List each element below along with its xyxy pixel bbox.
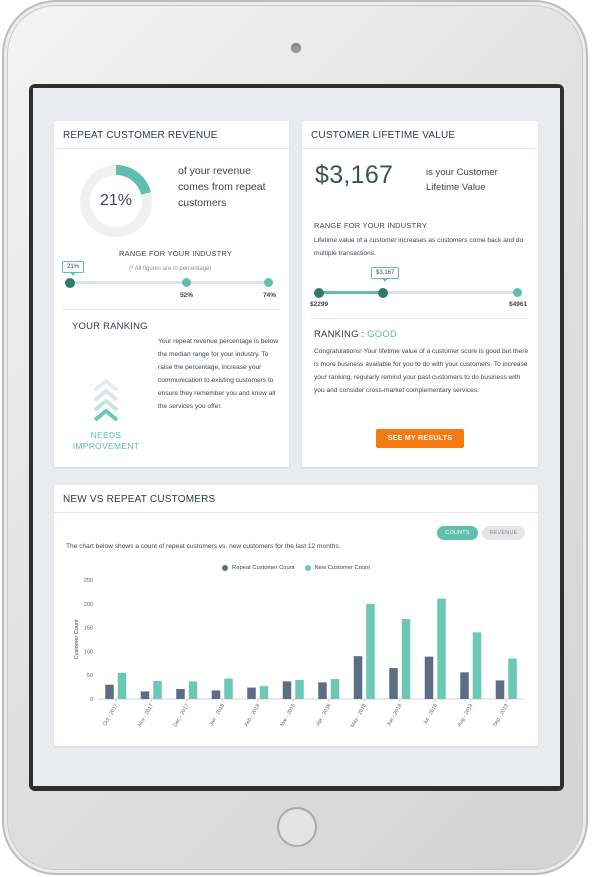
x-tick-label: Feb - 2018 [244,703,262,728]
x-tick-label: May - 2018 [350,703,368,729]
divider [311,318,528,319]
ranking-heading: YOUR RANKING [72,321,148,332]
y-tick-label: 50 [87,673,93,679]
bar-new [259,686,269,699]
bar-new [508,658,517,699]
chevrons-up-icon [93,378,119,422]
revenue-toggle[interactable]: REVENUE [482,526,525,540]
legend-item-new[interactable]: New Customer Count [304,565,370,571]
clv-ranking-heading: RANKING : GOOD [314,329,397,340]
y-tick-label: 150 [84,626,93,632]
range-high-label: 74% [263,292,277,299]
clv-amount: $3,167 [315,161,394,189]
ranking-status: NEEDS IMPROVEMENT [72,430,140,451]
x-tick-label: Aug - 2018 [457,703,475,728]
bar-repeat [460,672,469,699]
home-button[interactable] [277,807,317,847]
bar-repeat [211,690,221,699]
range-high-dot [264,278,273,287]
ranking-prefix: RANKING : [314,329,368,340]
y-tick-label: 0 [90,697,93,703]
bar-new [153,680,162,699]
clv-range-track [318,291,518,294]
range-marker-bubble: 21% [62,261,85,276]
bar-new [437,598,446,699]
bar-repeat [282,681,292,699]
clv-description: is your Customer Lifetime Value [426,167,498,193]
bar-chart: Customer Count 0 50 100 150 200 250 Oct - 2017 N… [74,578,524,729]
bar-new [295,679,304,699]
clv-min-label: $2299 [310,301,329,308]
see-my-results-button[interactable]: SEE MY RESULTS [376,429,464,448]
divider [63,309,280,310]
bar-repeat [389,668,398,699]
clv-range-fill [318,291,384,294]
x-tick-label: Nov - 2017 [137,703,155,728]
y-tick-label: 250 [84,578,93,584]
clv-card: CUSTOMER LIFETIME VALUE $3,167 is your C… [302,121,538,467]
camera-icon [291,43,301,53]
bar-repeat [318,682,327,699]
new-vs-repeat-card: NEW VS REPEAT CUSTOMERS COUNTS REVENUE T… [54,485,538,746]
clv-min-dot [314,288,324,298]
y-tick-label: 200 [84,602,93,608]
x-tick-label: Apr - 2018 [315,703,332,727]
range-heading: RANGE FOR YOUR INDUSTRY [314,221,428,230]
bar-repeat [247,687,256,699]
range-marker-dot [65,278,75,288]
x-tick-label: Oct - 2017 [102,703,119,727]
x-tick-label: Sep - 2018 [492,703,510,728]
bar-new [401,619,411,699]
repeat-revenue-card: REPEAT CUSTOMER REVENUE 21% of your reve… [54,121,289,467]
x-tick-label: Jul - 2018 [422,703,439,726]
x-tick-label: Jan - 2018 [209,703,227,727]
chart-description: The chart below shows a count of repeat … [66,543,341,550]
clv-ranking-text: Congratulations! Your lifetime value of … [314,348,529,394]
bar-repeat [424,656,434,699]
legend-label: Repeat Customer Count [232,565,295,571]
bar-repeat [105,684,114,699]
y-tick-label: 100 [84,649,93,655]
counts-toggle[interactable]: COUNTS [437,526,478,540]
bar-new [224,678,233,699]
range-description: Lifetime value of a customer increases a… [314,237,524,257]
bar-repeat [495,680,505,699]
bar-repeat [140,691,150,699]
bar-new [117,672,127,699]
x-tick-label: Jun - 2018 [386,703,404,727]
x-tick-label: Dec - 2017 [173,703,191,728]
legend-item-repeat[interactable]: Repeat Customer Count [222,565,295,571]
x-tick-label: Mar - 2018 [279,703,297,728]
legend-swatch [222,565,229,571]
bar-new [330,679,340,699]
chart-legend: Repeat Customer Count New Customer Count [54,565,538,571]
card-title: REPEAT CUSTOMER REVENUE [54,121,289,149]
donut-chart [80,165,152,237]
ranking-text: Your repeat revenue percentage is below … [158,338,278,410]
legend-label: New Customer Count [314,565,370,571]
y-axis-label: Customer Count [74,619,80,660]
range-low-dot [182,278,191,287]
range-low-label: 52% [180,292,194,299]
ranking-value: GOOD [367,329,398,340]
range-heading: RANGE FOR YOUR INDUSTRY [119,249,233,258]
dashboard-screen: REPEAT CUSTOMER REVENUE 21% of your reve… [33,88,560,786]
clv-max-label: $4961 [509,301,528,308]
bar-new [472,632,482,699]
bar-new [366,603,375,699]
revenue-description: of your revenue comes from repeat custom… [178,165,266,209]
bar-repeat [353,656,363,699]
donut-percent-label: 21% [99,192,133,209]
clv-max-dot [513,288,522,297]
range-track [70,281,270,284]
clv-marker-dot [378,288,389,298]
legend-swatch [304,565,311,571]
card-title: CUSTOMER LIFETIME VALUE [302,121,538,149]
bar-repeat [176,689,185,699]
range-note: (* All figures are in percentage) [129,266,212,272]
card-title: NEW VS REPEAT CUSTOMERS [54,485,538,513]
bar-new [188,681,198,699]
clv-marker-bubble: $3,167 [371,267,400,282]
